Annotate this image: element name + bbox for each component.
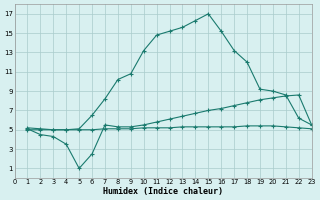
X-axis label: Humidex (Indice chaleur): Humidex (Indice chaleur) [103,187,223,196]
